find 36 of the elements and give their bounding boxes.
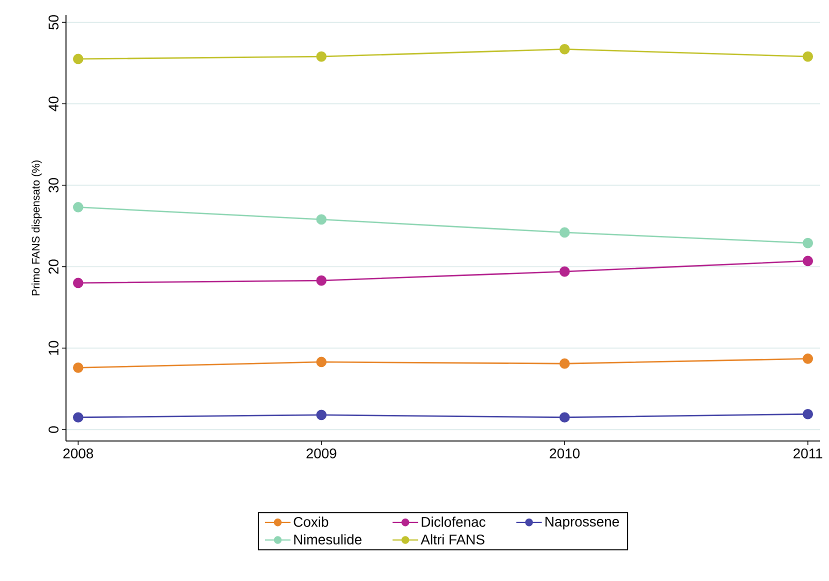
point <box>316 410 327 420</box>
point <box>802 51 814 62</box>
y-tick-label: 40 <box>48 96 59 112</box>
point <box>72 362 84 373</box>
point <box>316 356 327 368</box>
y-tick-label: 20 <box>48 259 59 274</box>
legend-label: Coxib <box>294 516 328 527</box>
x-tick-label: 2011 <box>794 448 822 458</box>
legend-label: Diclofenac <box>422 516 486 527</box>
point <box>316 214 327 225</box>
point <box>316 51 327 62</box>
y-tick-label: 0 <box>48 426 59 433</box>
point <box>72 278 84 288</box>
x-tick-label: 2010 <box>550 448 580 458</box>
y-tick-label: 30 <box>48 178 59 192</box>
y-tick-label: 10 <box>48 340 59 355</box>
point <box>559 266 570 277</box>
point <box>802 256 814 266</box>
legend-label: Altri FANS <box>420 534 484 544</box>
point <box>802 238 814 248</box>
point <box>72 412 84 423</box>
point <box>559 358 570 369</box>
point <box>802 354 814 364</box>
y-axis-title: Primo FANS dispensato (%) <box>32 160 42 296</box>
legend-label: Naprossene <box>546 516 619 530</box>
y-tick-label: 50 <box>48 15 59 30</box>
x-tick-label: 2008 <box>63 448 94 458</box>
point <box>559 412 570 423</box>
x-tick-label: 2009 <box>306 448 336 458</box>
point <box>72 202 84 212</box>
point <box>316 275 327 286</box>
legend-label: Nimesulide <box>294 534 362 544</box>
point <box>559 227 570 238</box>
point <box>559 44 570 54</box>
point <box>802 408 814 420</box>
point <box>72 54 84 64</box>
